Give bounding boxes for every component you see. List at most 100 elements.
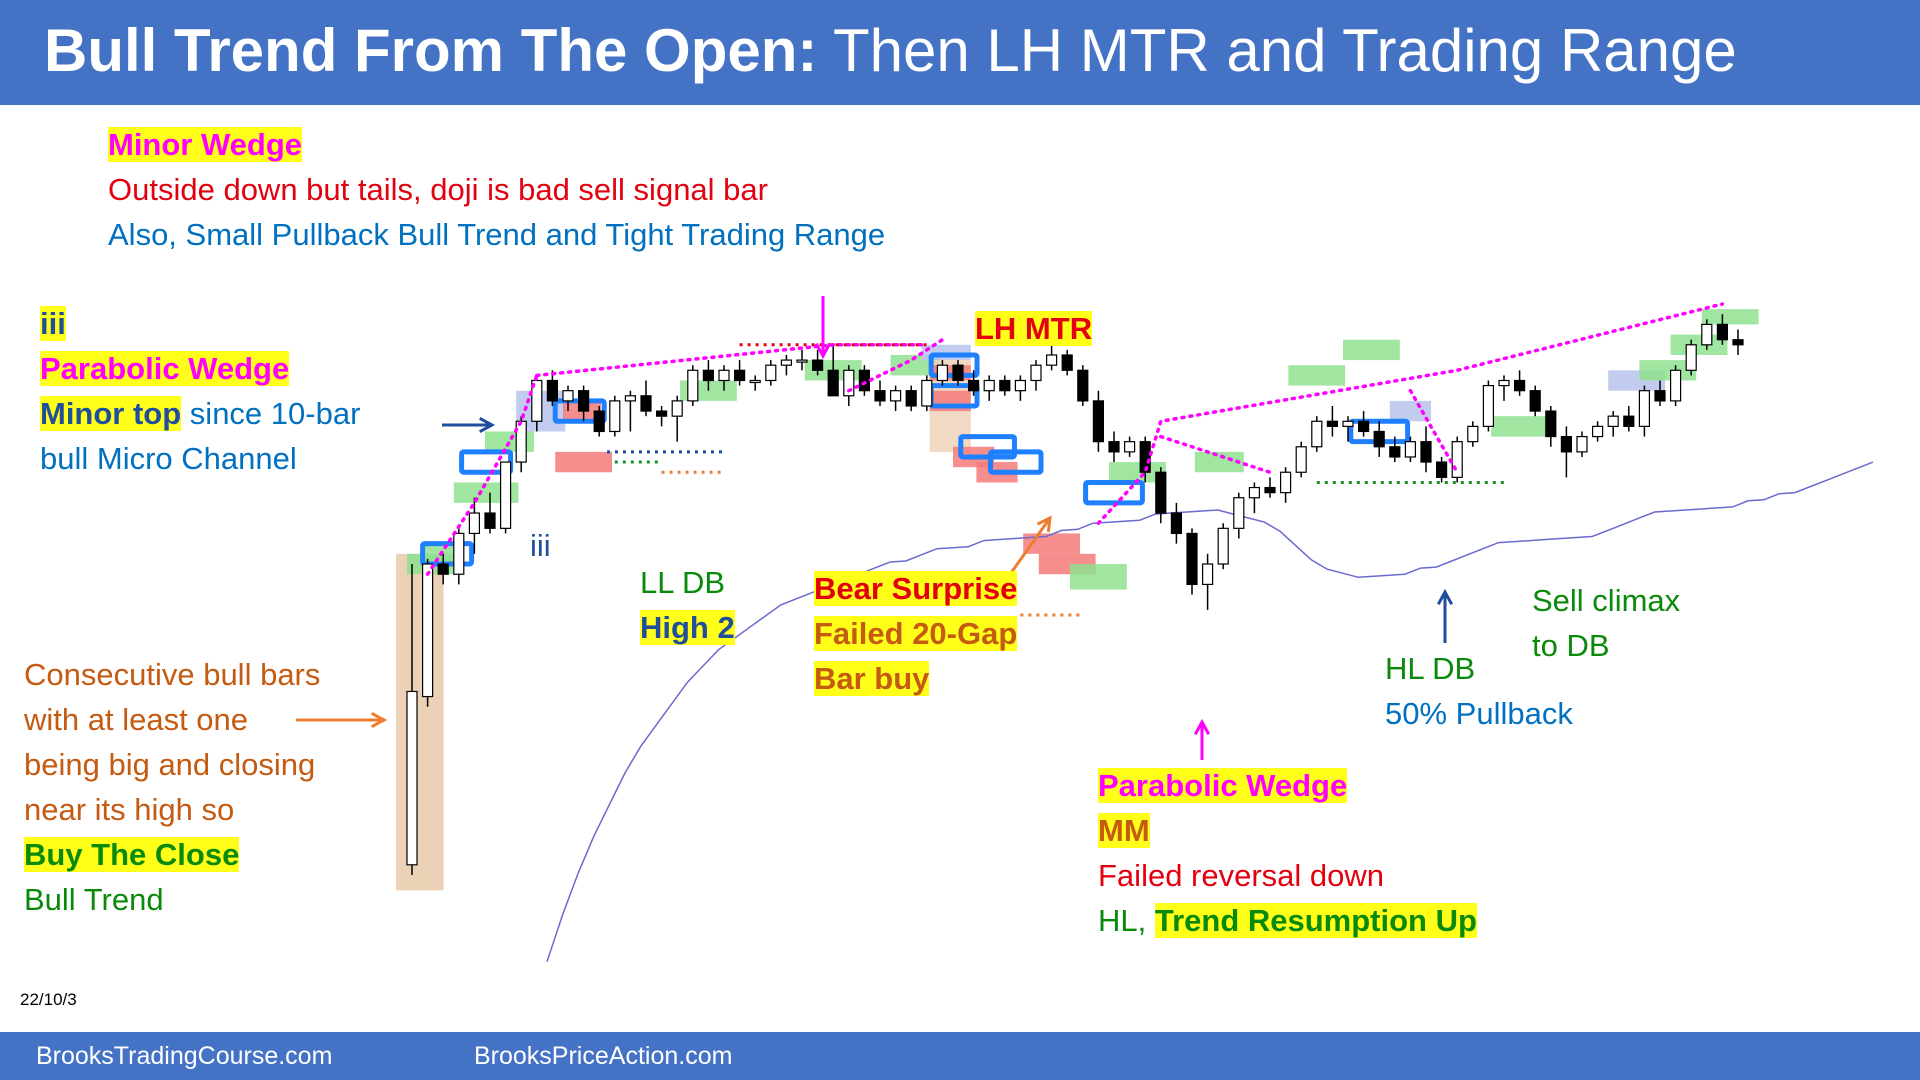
bull-candle bbox=[515, 420, 527, 463]
bear-candle bbox=[1155, 471, 1167, 514]
bear-candle bbox=[967, 379, 980, 392]
arrow-bear-surprise-head bbox=[1036, 515, 1052, 533]
bear-candle bbox=[733, 369, 746, 382]
label-trend-resumption: Trend Resumption Up bbox=[1154, 903, 1477, 938]
label-bar-buy: Bar buy bbox=[814, 661, 930, 696]
bear-candle bbox=[1716, 323, 1729, 341]
label-failed-reversal: Failed reversal down bbox=[1098, 858, 1385, 893]
label-minor-wedge: Minor Wedge bbox=[108, 127, 303, 162]
bear-candle bbox=[1186, 532, 1198, 586]
note-parabolic-wedge-left: iii Parabolic Wedge Minor top since 10-b… bbox=[40, 301, 360, 481]
label-failed-20gap: Failed 20-Gap bbox=[814, 616, 1018, 651]
wedge-down-line bbox=[1159, 434, 1272, 475]
bull-candle bbox=[983, 379, 995, 392]
bull-candle bbox=[1248, 486, 1261, 499]
channel-line bbox=[1096, 302, 1725, 525]
bear-candle bbox=[1264, 486, 1276, 494]
blue-signal-box bbox=[1083, 479, 1145, 506]
label-iii-small: iii bbox=[530, 528, 551, 563]
bull-candle bbox=[843, 369, 855, 397]
candles bbox=[406, 314, 1744, 875]
note-bear-surprise: Bear Surprise Failed 20-Gap Bar buy bbox=[814, 566, 1018, 701]
label-iii-top: iii bbox=[40, 306, 66, 341]
green-box bbox=[1194, 451, 1244, 473]
bull-candle bbox=[1451, 441, 1463, 478]
bull-candle bbox=[1576, 435, 1588, 453]
arrow-bottom bbox=[1193, 718, 1211, 760]
arrow-bear-surprise-shaft bbox=[1004, 517, 1052, 581]
bull-candle bbox=[1498, 379, 1510, 387]
label-sell-climax: Sell climax bbox=[1532, 583, 1681, 618]
bear-candle bbox=[1545, 410, 1557, 438]
footer-link-left[interactable]: BrooksTradingCourse.com bbox=[36, 1042, 333, 1070]
arrow-bottom-head bbox=[1193, 718, 1211, 736]
bull-candle bbox=[1217, 527, 1229, 565]
red-box bbox=[929, 365, 971, 381]
bear-candle bbox=[546, 379, 559, 402]
label-ll-db: LL DB bbox=[640, 565, 726, 600]
bull-candle bbox=[624, 395, 637, 402]
label-consecutive-2: with at least one bbox=[24, 702, 249, 737]
note-lh-mtr: LH MTR bbox=[975, 306, 1093, 351]
note-minor-wedge: Minor Wedge Outside down but tails, doji… bbox=[108, 122, 885, 257]
label-to-db: to DB bbox=[1532, 628, 1610, 663]
bear-candle bbox=[1529, 390, 1541, 412]
bull-candle bbox=[1591, 425, 1604, 438]
green-box bbox=[1070, 564, 1127, 590]
bear-candle bbox=[484, 512, 496, 529]
lh-mtr-line bbox=[847, 337, 945, 393]
bear-candle bbox=[858, 369, 871, 392]
label-minor-top: Minor top bbox=[40, 396, 182, 431]
bull-candle bbox=[936, 364, 949, 382]
label-bull-trend: Bull Trend bbox=[24, 882, 164, 917]
green-box bbox=[1639, 360, 1697, 381]
green-box bbox=[1491, 416, 1548, 437]
bull-candle bbox=[1685, 344, 1697, 371]
label-hl-prefix: HL, bbox=[1098, 903, 1155, 938]
bear-candle bbox=[577, 390, 590, 412]
bull-candle bbox=[1295, 446, 1307, 473]
red-box bbox=[555, 451, 612, 473]
bear-candle bbox=[1513, 379, 1526, 392]
label-consecutive-4: near its high so bbox=[24, 792, 235, 827]
label-bear-surprise: Bear Surprise bbox=[814, 571, 1018, 606]
bear-candle bbox=[811, 359, 824, 371]
green-box bbox=[1343, 339, 1400, 361]
bull-candle bbox=[1045, 354, 1058, 366]
bull-candle bbox=[1482, 384, 1495, 427]
bear-candle bbox=[1326, 420, 1339, 427]
green-box bbox=[1109, 462, 1166, 483]
bear-candle bbox=[1357, 420, 1370, 433]
bull-candle bbox=[1123, 441, 1136, 453]
label-parabolic-wedge-bottom: Parabolic Wedge bbox=[1098, 768, 1348, 803]
label-lh-mtr: LH MTR bbox=[975, 311, 1093, 346]
label-pullback50: 50% Pullback bbox=[1385, 696, 1573, 731]
bull-candle bbox=[1311, 420, 1323, 448]
bear-candle bbox=[1560, 435, 1573, 453]
red-box bbox=[1023, 533, 1080, 554]
bull-candle bbox=[1701, 323, 1713, 346]
bull-candle bbox=[1233, 497, 1245, 529]
bear-candle bbox=[640, 395, 652, 412]
footer-link-right[interactable]: BrooksPriceAction.com bbox=[474, 1042, 733, 1070]
orange-shade-box bbox=[396, 553, 444, 891]
green-box bbox=[1670, 334, 1728, 355]
label-mm: MM bbox=[1098, 813, 1150, 848]
bull-candle bbox=[1014, 379, 1027, 392]
ema-line bbox=[546, 461, 1874, 962]
bull-candle bbox=[500, 461, 512, 529]
highlight-boxes bbox=[396, 309, 1759, 891]
footer-bar: BrooksTradingCourse.com BrooksPriceActio… bbox=[0, 1032, 1920, 1080]
bull-candle bbox=[453, 532, 465, 575]
arrow-hl-db-head bbox=[1436, 588, 1454, 606]
bull-candle bbox=[796, 359, 808, 363]
bear-candle bbox=[1732, 339, 1744, 346]
green-box bbox=[1288, 365, 1346, 386]
bull-candle bbox=[562, 390, 574, 402]
label-also-small: Also, Small Pullback Bull Trend and Tigh… bbox=[108, 217, 886, 252]
bull-candle bbox=[780, 359, 793, 366]
arrow-consecutive-bars-head bbox=[370, 711, 388, 729]
bull-candle bbox=[422, 563, 434, 698]
bear-candle bbox=[1077, 369, 1089, 402]
